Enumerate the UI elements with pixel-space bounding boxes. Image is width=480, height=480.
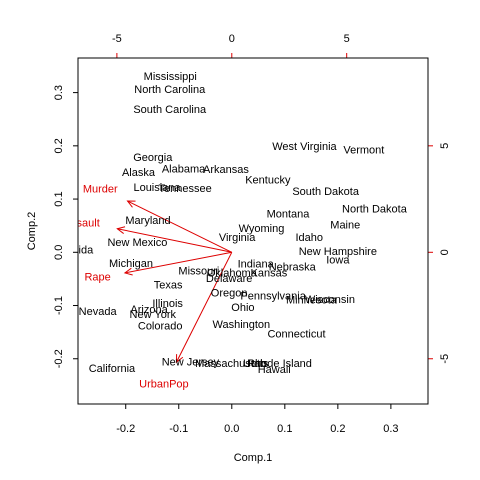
- y-tick-label: -0.2: [53, 349, 65, 368]
- observation-label: Pennsylvania: [240, 290, 306, 302]
- observation-label: Delaware: [206, 273, 252, 285]
- x-top-tick-label: 0: [229, 33, 235, 45]
- observation-label: Florida: [60, 245, 95, 257]
- observation-label: Kentucky: [245, 174, 291, 186]
- observation-label: Oklahoma: [207, 267, 258, 279]
- x-tick-label: 0.0: [224, 423, 239, 435]
- loading-arrow-shaft: [127, 200, 233, 253]
- observation-label: Utah: [243, 358, 266, 370]
- observation-label: New Hampshire: [299, 246, 377, 258]
- x-tick-label: -0.1: [169, 423, 188, 435]
- observation-label: Kansas: [251, 267, 288, 279]
- observation-label: Tennessee: [159, 183, 212, 195]
- observation-label: Indiana: [238, 258, 275, 270]
- loading-arrow-head: [116, 226, 126, 234]
- y-right-tick-label: 0: [439, 249, 451, 255]
- observation-label: New Mexico: [107, 237, 167, 249]
- observation-label: Hawaii: [258, 364, 291, 376]
- loading-label: Assault: [64, 217, 100, 229]
- observation-label: Nebraska: [269, 262, 317, 274]
- y-right-tick-label: -5: [439, 354, 451, 364]
- loading-arrow: [116, 226, 232, 253]
- x-tick-label: -0.2: [116, 423, 135, 435]
- loading-arrow-head: [123, 267, 133, 276]
- observation-label: Massachusetts: [195, 358, 269, 370]
- observation-label: South Carolina: [133, 104, 207, 116]
- observation-label: Missouri: [178, 265, 219, 277]
- observation-label: Alaska: [122, 167, 156, 179]
- y-tick-label: 0.3: [53, 85, 65, 100]
- x-top-tick-label: 5: [344, 33, 350, 45]
- observation-label: Arkansas: [203, 164, 249, 176]
- observation-label: Colorado: [138, 321, 183, 333]
- x-axis-title: Comp.1: [234, 452, 273, 464]
- loading-arrow: [123, 251, 232, 276]
- loading-label: UrbanPop: [139, 379, 189, 391]
- observation-label: Texas: [154, 280, 183, 292]
- observation-label: Mississippi: [144, 71, 197, 83]
- x-tick-label: 0.2: [330, 423, 345, 435]
- observation-label: Minnesota: [286, 295, 338, 307]
- observation-label: Wisconsin: [305, 294, 355, 306]
- x-tick-label: 0.3: [383, 423, 398, 435]
- observation-label: Georgia: [133, 152, 173, 164]
- y-tick-label: 0.1: [53, 191, 65, 206]
- plot-frame: [77, 57, 429, 405]
- loadings-layer: Murder Assault Rape UrbanPop: [64, 183, 233, 391]
- observation-label: Idaho: [295, 232, 323, 244]
- observation-label: Virginia: [219, 232, 256, 244]
- loading-arrow: [126, 200, 233, 253]
- observation-label: Nevada: [79, 306, 118, 318]
- observation-label: Montana: [267, 208, 311, 220]
- observation-label: South Dakota: [292, 186, 360, 198]
- y-tick-label: -0.1: [53, 296, 65, 315]
- loading-arrow: [175, 252, 233, 364]
- observation-label: Arizona: [130, 304, 168, 316]
- observation-label: Iowa: [326, 255, 350, 267]
- y-axis-title: Comp.2: [26, 212, 38, 251]
- observation-label: Illinois: [152, 298, 183, 310]
- observation-label: West Virginia: [272, 141, 337, 153]
- y-tick-label: 0.0: [53, 245, 65, 260]
- observation-label: North Carolina: [134, 84, 206, 96]
- y-right-tick-label: 5: [439, 143, 451, 149]
- observation-label: Alabama: [162, 164, 206, 176]
- loading-arrow-head: [175, 354, 184, 364]
- loading-arrow-shaft: [124, 251, 232, 274]
- x-tick-label: 0.1: [277, 423, 292, 435]
- observation-label: North Dakota: [342, 204, 408, 216]
- observation-label: Connecticut: [267, 329, 325, 341]
- loading-label: Murder: [83, 183, 118, 195]
- observation-label: Wyoming: [239, 223, 285, 235]
- observation-label: California: [89, 363, 136, 375]
- y-tick-label: 0.2: [53, 138, 65, 153]
- loading-arrow-head: [126, 200, 136, 208]
- observation-label: Vermont: [343, 145, 384, 157]
- observation-label: Washington: [212, 319, 270, 331]
- observation-label: Maryland: [125, 215, 170, 227]
- observation-label: Maine: [330, 220, 360, 232]
- observation-label: New York: [130, 309, 177, 321]
- observation-label: Rhode Island: [247, 358, 312, 370]
- observation-label: New Jersey: [162, 356, 220, 368]
- observation-label: Oregon: [211, 288, 248, 300]
- observation-label: Michigan: [109, 258, 153, 270]
- x-top-tick-label: -5: [112, 33, 122, 45]
- observation-label: Ohio: [231, 302, 254, 314]
- loading-label: Rape: [84, 272, 110, 284]
- observation-label: Louisiana: [133, 182, 181, 194]
- loading-arrow-shaft: [117, 228, 232, 253]
- loading-arrow-shaft: [176, 252, 233, 363]
